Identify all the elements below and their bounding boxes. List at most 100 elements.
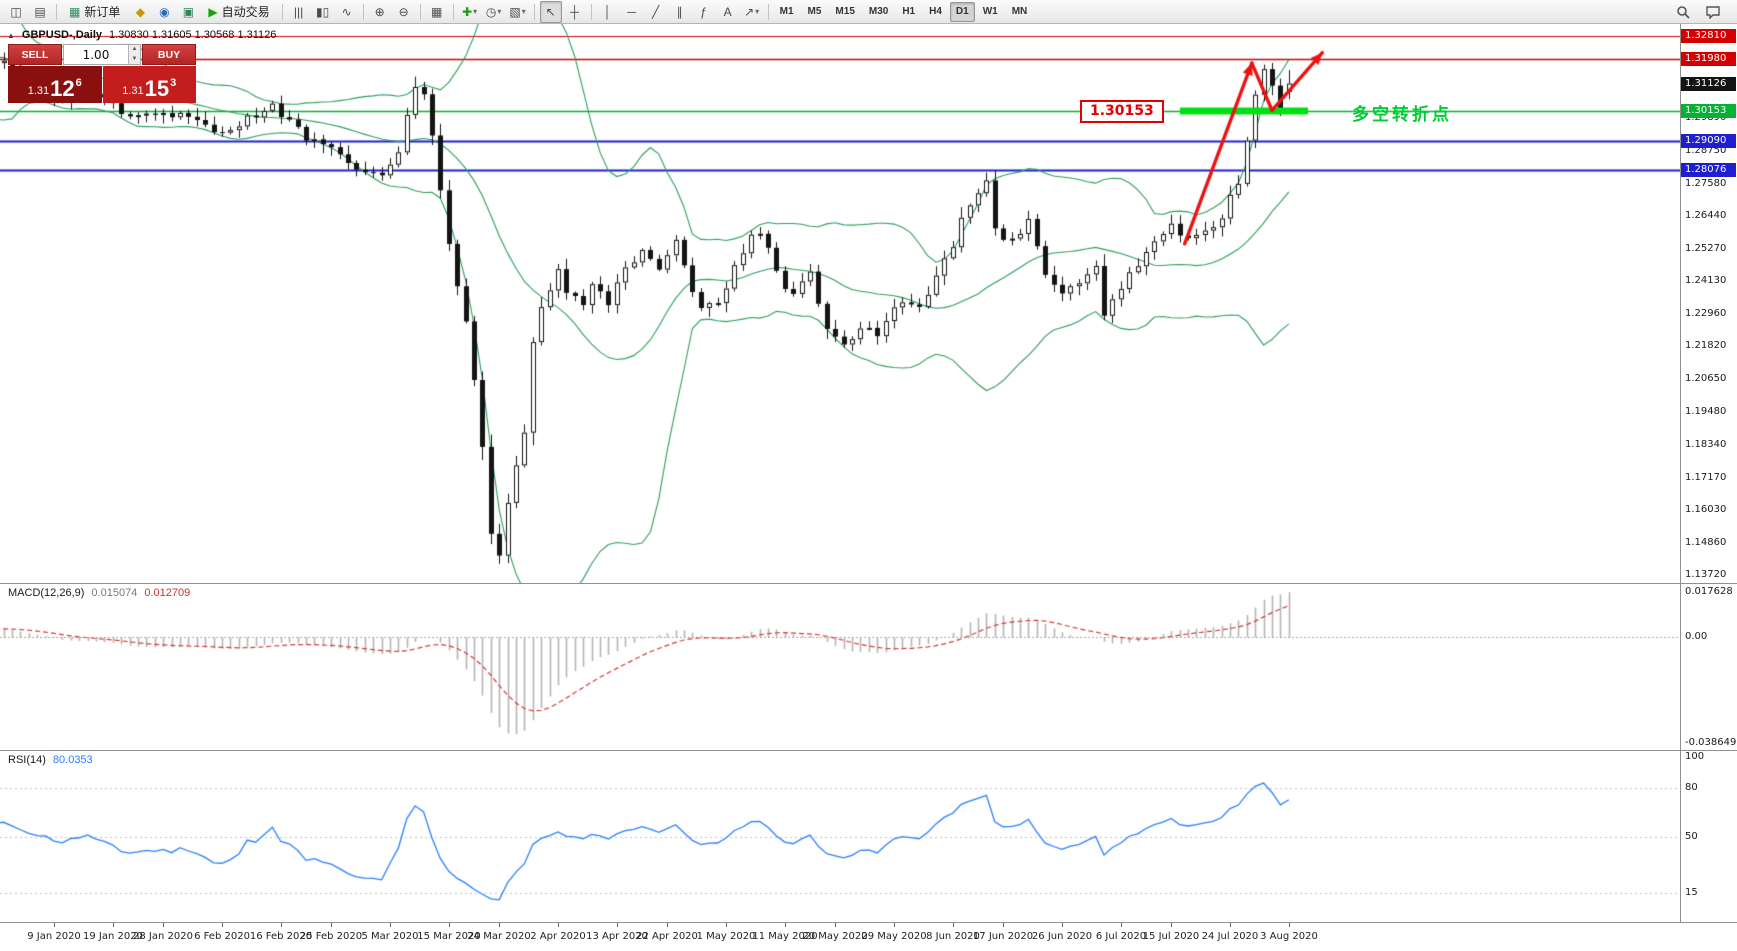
timeframe-w1-button[interactable]: W1	[982, 6, 998, 17]
macd-max-tick: 0.017628	[1685, 586, 1733, 597]
line-chart-icon: ∿	[341, 4, 352, 19]
autotrading-button-label: 自动交易	[221, 5, 270, 19]
toolbar-separator	[362, 3, 364, 20]
symbol-period-label: GBPUSD-,Daily	[21, 29, 102, 41]
sell-price-sup: 6	[75, 77, 82, 89]
channel-icon: ∥	[676, 4, 683, 19]
text-icon[interactable]: A	[717, 1, 739, 23]
zoom-out-icon: ⊖	[398, 4, 409, 19]
date-tick	[1230, 923, 1231, 927]
timeframe-h4-button[interactable]: H4	[929, 6, 942, 17]
horizontal-line-icon[interactable]: ─	[621, 1, 643, 23]
volume-input[interactable]	[64, 45, 128, 64]
timeframe-h1-button[interactable]: H1	[902, 6, 916, 17]
level-price-badge: 1.28076	[1681, 162, 1736, 177]
new-chart-icon[interactable]: ◫	[5, 1, 27, 23]
date-label: 11 May 2020	[752, 931, 818, 942]
macd-signal-value: 0.012709	[144, 587, 191, 599]
profiles-icon: ▤	[34, 4, 46, 19]
collapse-one-click-icon[interactable]: ▲	[7, 30, 15, 40]
chat-icon[interactable]	[1702, 1, 1724, 23]
current-price-badge: 1.31126	[1681, 76, 1736, 91]
date-label: 24 Mar 2020	[467, 931, 531, 942]
ohlc-values: 1.30830 1.31605 1.30568 1.31126	[109, 29, 277, 41]
terminal-icon: ▣	[182, 4, 195, 19]
date-tick	[281, 923, 282, 927]
candlestick-chart-icon: ▮▯	[316, 4, 330, 19]
toolbar-right	[1671, 1, 1733, 23]
macd-canvas[interactable]	[0, 584, 1680, 750]
sell-price-big: 12	[50, 76, 75, 101]
fibonacci-icon[interactable]: ƒ	[693, 1, 715, 23]
bar-chart-icon: |||	[293, 4, 304, 19]
buy-button[interactable]: BUY	[142, 44, 196, 65]
timeframe-d1-button[interactable]: D1	[949, 1, 975, 22]
price-tick: 1.14860	[1685, 536, 1727, 548]
date-label: 15 Jul 2020	[1142, 931, 1200, 942]
channel-icon[interactable]: ∥	[669, 1, 691, 23]
macd-min-tick: -0.038649	[1685, 737, 1737, 748]
date-label: 22 Apr 2020	[636, 931, 698, 942]
turning-point-note: 多空转折点	[1352, 105, 1452, 125]
main-chart-canvas[interactable]	[0, 24, 1680, 583]
macd-label: MACD(12,26,9) 0.015074 0.012709	[8, 587, 190, 599]
bar-chart-icon[interactable]: |||	[288, 1, 310, 23]
profiles-icon[interactable]: ▤	[29, 1, 51, 23]
crosshair-icon[interactable]: ┼	[564, 1, 586, 23]
terminal-icon[interactable]: ▣	[177, 1, 199, 23]
market-watch-icon[interactable]: ◆	[129, 1, 151, 23]
zoom-out-icon[interactable]: ⊖	[393, 1, 415, 23]
date-tick	[558, 923, 559, 927]
rsi-canvas[interactable]	[0, 751, 1680, 922]
timeframe-m30-button[interactable]: M30	[868, 6, 889, 17]
volume-spinners: ▲ ▼	[127, 45, 140, 64]
tile-windows-icon[interactable]: ▦	[426, 1, 448, 23]
autotrading-button[interactable]: ▶ 自动交易	[201, 1, 276, 23]
cursor-icon[interactable]: ↖	[539, 0, 562, 23]
sell-price[interactable]: 1.31 12 6	[8, 66, 102, 103]
add-indicator-icon[interactable]: ✚ ▾	[459, 1, 481, 23]
date-label: 5 Mar 2020	[361, 931, 419, 942]
support-price-flag: 1.30153	[1080, 100, 1164, 124]
volume-up-button[interactable]: ▲	[128, 45, 140, 55]
periods-icon[interactable]: ◷ ▾	[483, 1, 505, 23]
candlestick-chart-icon[interactable]: ▮▯	[312, 1, 334, 23]
add-indicator-icon: ✚	[462, 4, 473, 19]
date-tick	[1003, 923, 1004, 927]
price-tick: 1.24130	[1685, 275, 1727, 287]
line-chart-icon[interactable]: ∿	[336, 1, 358, 23]
price-axis: 1.298901.287501.275801.264401.252701.241…	[1680, 24, 1737, 583]
trendline-icon[interactable]: ╱	[645, 1, 667, 23]
fibonacci-icon: ƒ	[700, 4, 707, 19]
timeframe-mn-button[interactable]: MN	[1011, 6, 1028, 17]
date-tick	[1171, 923, 1172, 927]
new-order-button[interactable]: ▦ 新订单	[62, 1, 127, 23]
date-tick	[1062, 923, 1063, 927]
timeframe-m5-button[interactable]: M5	[807, 6, 822, 17]
macd-name: MACD(12,26,9)	[8, 587, 85, 599]
timeframe-m15-button[interactable]: M15	[835, 6, 855, 17]
date-tick	[953, 923, 954, 927]
tile-windows-icon: ▦	[430, 4, 443, 19]
volume-down-button[interactable]: ▼	[128, 54, 140, 64]
buy-price-big: 15	[144, 76, 170, 101]
navigator-icon[interactable]: ◉	[153, 1, 175, 23]
arrows-icon[interactable]: ↗ ▾	[741, 1, 763, 23]
timeframe-m1-button[interactable]: M1	[779, 6, 794, 17]
date-tick	[499, 923, 500, 927]
price-tick: 1.16030	[1685, 503, 1727, 515]
sell-button[interactable]: SELL	[8, 44, 62, 65]
sell-price-main: 1.31	[27, 85, 50, 97]
vertical-line-icon[interactable]: │	[597, 1, 619, 23]
buy-price[interactable]: 1.31 15 3	[102, 66, 196, 103]
main-chart-plot: ▲ GBPUSD-,Daily 1.30830 1.31605 1.30568 …	[0, 24, 1680, 583]
price-tick: 1.22960	[1685, 308, 1727, 320]
search-icon[interactable]	[1672, 1, 1694, 23]
date-label: 26 Jun 2020	[1031, 931, 1093, 942]
templates-icon[interactable]: ▧ ▾	[507, 1, 529, 23]
new-chart-icon: ◫	[10, 4, 22, 19]
autotrading-button: ▶	[208, 4, 218, 19]
zoom-in-icon[interactable]: ⊕	[369, 1, 391, 23]
toolbar-separator	[281, 3, 283, 20]
buy-price-main: 1.31	[122, 85, 144, 97]
